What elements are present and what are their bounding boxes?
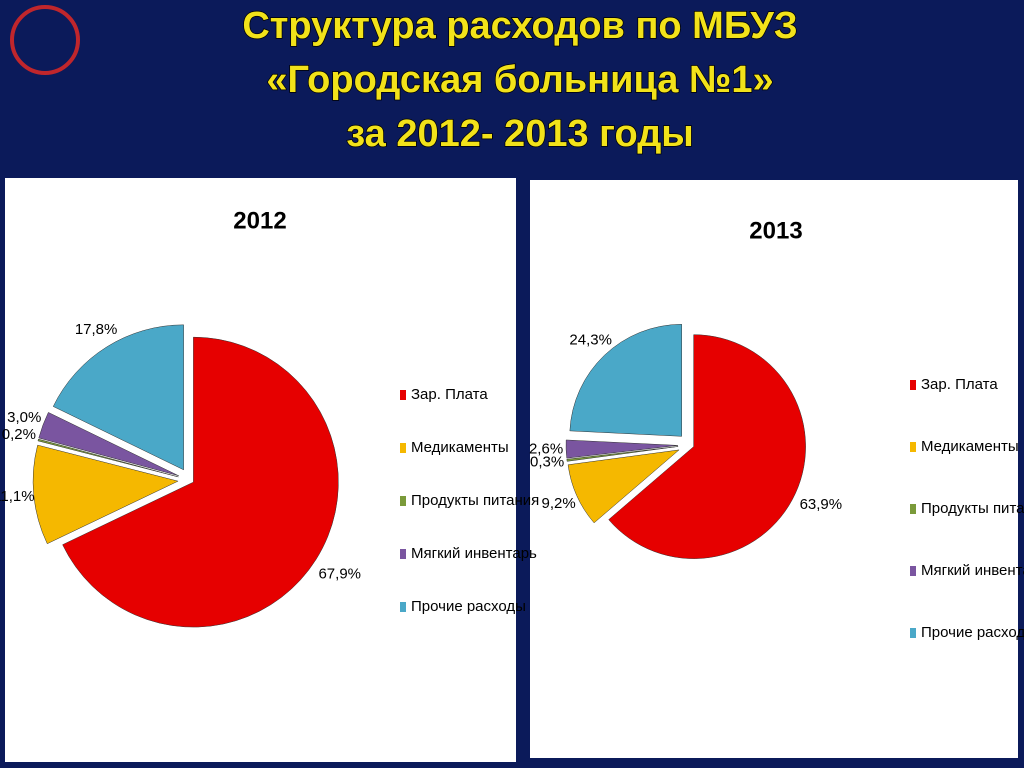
pie-slice — [62, 336, 339, 628]
legend-label: Мягкий инвентарь — [921, 562, 1024, 579]
data-label: 11,1% — [0, 488, 35, 505]
legend-swatch — [910, 628, 916, 638]
legend-label: Продукты питания — [921, 500, 1024, 517]
legend-label: Прочие расходы — [921, 624, 1024, 641]
legend-swatch — [910, 566, 916, 576]
legend-label: Зар. Плата — [411, 386, 488, 403]
legend-swatch — [400, 443, 406, 453]
logo — [10, 5, 80, 75]
legend-label: Медикаменты — [411, 439, 509, 456]
pie-slice — [52, 324, 184, 471]
pie-slice — [569, 324, 682, 437]
title-line: за 2012- 2013 годы — [346, 113, 694, 155]
pie-slice — [565, 439, 679, 459]
data-label: 24,3% — [569, 332, 612, 349]
legend-label: Медикаменты — [921, 438, 1019, 455]
legend-swatch — [910, 504, 916, 514]
title-line: «Городская больница №1» — [266, 59, 773, 101]
legend-label: Прочие расходы — [411, 598, 526, 615]
pie-slice — [566, 446, 679, 462]
data-label: 67,9% — [318, 565, 361, 582]
pie-slice — [608, 334, 806, 559]
data-label: 17,8% — [75, 321, 118, 338]
data-label: 2,6% — [529, 441, 563, 458]
data-label: 0,2% — [2, 426, 36, 443]
pie-slice — [32, 444, 179, 545]
legend-swatch — [910, 380, 916, 390]
legend-label: Зар. Плата — [921, 376, 998, 393]
chart-title: 2013 — [749, 217, 802, 244]
legend-swatch — [910, 442, 916, 452]
legend-label: Продукты питания — [411, 492, 539, 509]
pie-slice — [37, 438, 179, 478]
legend-swatch — [400, 496, 406, 506]
data-label: 0,3% — [530, 454, 564, 471]
legend-swatch — [400, 549, 406, 559]
chart-title: 2012 — [233, 207, 286, 234]
pie-slice — [567, 449, 680, 524]
pie-slice — [38, 412, 179, 477]
legend-swatch — [400, 602, 406, 612]
legend-swatch — [400, 390, 406, 400]
title-line: Структура расходов по МБУЗ — [242, 5, 797, 47]
data-label: 3,0% — [7, 409, 41, 426]
data-label: 9,2% — [541, 495, 575, 512]
data-label: 63,9% — [800, 496, 843, 513]
legend-label: Мягкий инвентарь — [411, 545, 537, 562]
